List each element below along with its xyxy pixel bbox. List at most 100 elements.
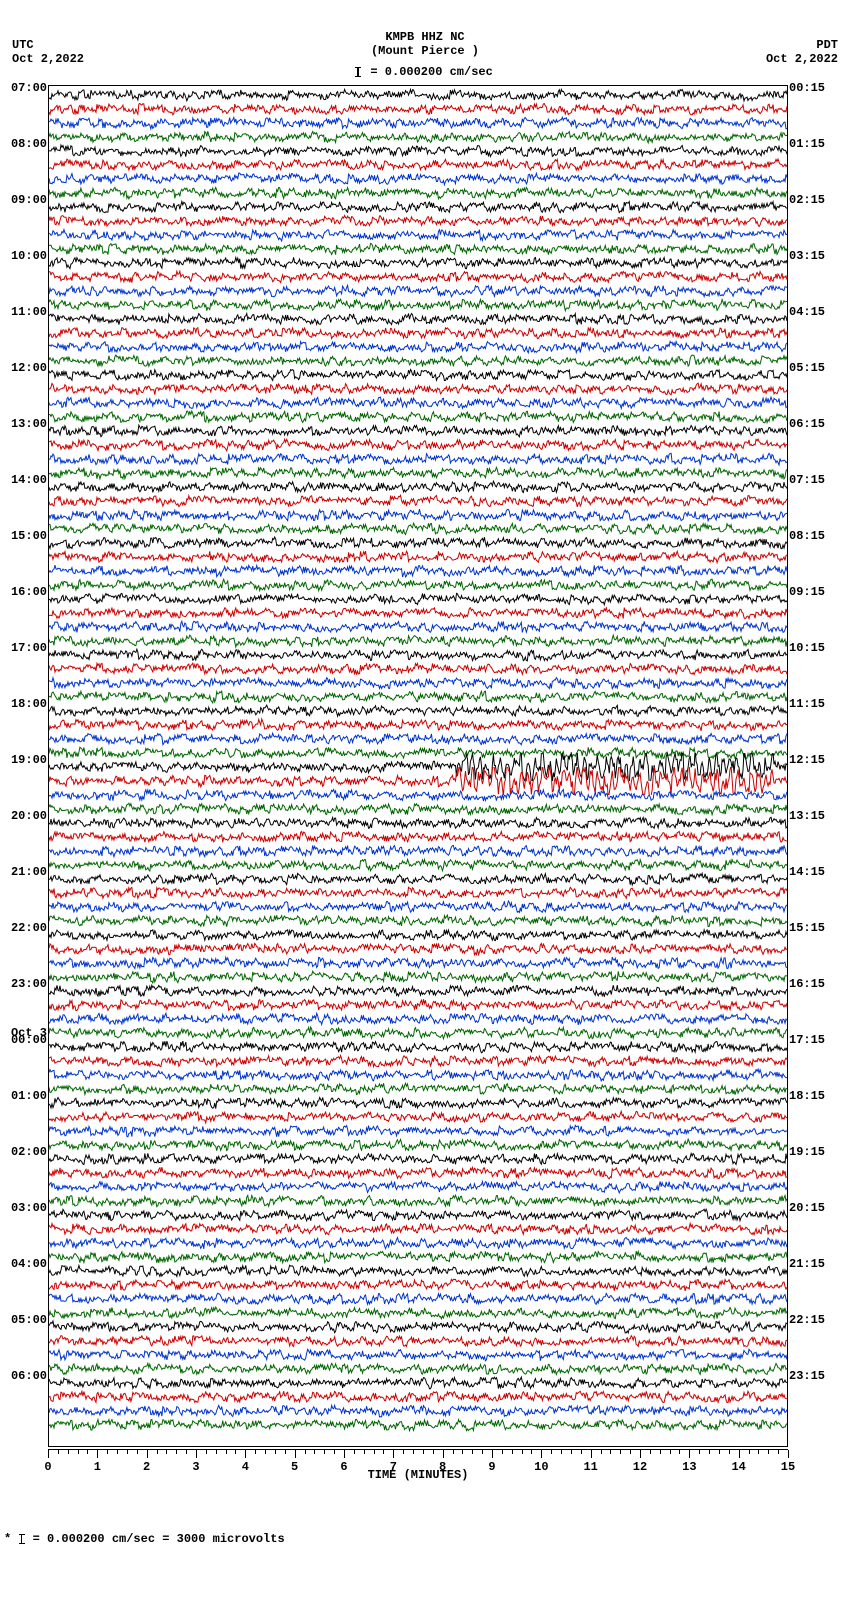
x-tick-minor — [383, 1450, 384, 1454]
x-tick-major — [48, 1450, 49, 1458]
x-tick-label: 10 — [534, 1460, 548, 1474]
x-tick-minor — [462, 1450, 463, 1454]
scale-bar-icon — [357, 67, 359, 77]
pdt-time-label: 04:15 — [787, 305, 825, 319]
x-tick-minor — [305, 1450, 306, 1454]
x-tick-label: 9 — [488, 1460, 495, 1474]
pdt-time-label: 17:15 — [787, 1033, 825, 1047]
x-tick-minor — [453, 1450, 454, 1454]
x-tick-minor — [650, 1450, 651, 1454]
seismogram-page: UTC Oct 2,2022 KMPB HHZ NC (Mount Pierce… — [0, 0, 850, 1546]
utc-time-label: 13:00 — [11, 417, 49, 431]
footer-scale: * = 0.000200 cm/sec = 3000 microvolts — [4, 1532, 850, 1546]
header-right: PDT Oct 2,2022 — [766, 38, 838, 66]
top-scale-text: = 0.000200 cm/sec — [363, 65, 493, 79]
x-tick-label: 8 — [439, 1460, 446, 1474]
x-tick-minor — [472, 1450, 473, 1454]
pdt-time-label: 05:15 — [787, 361, 825, 375]
utc-time-label: 17:00 — [11, 641, 49, 655]
x-tick-minor — [137, 1450, 138, 1454]
x-tick-minor — [285, 1450, 286, 1454]
x-tick-minor — [758, 1450, 759, 1454]
pdt-time-label: 01:15 — [787, 137, 825, 151]
header-center: KMPB HHZ NC (Mount Pierce ) — [0, 30, 850, 58]
x-tick-minor — [768, 1450, 769, 1454]
x-tick-major — [541, 1450, 542, 1458]
x-tick-label: 15 — [781, 1460, 795, 1474]
x-tick-label: 5 — [291, 1460, 298, 1474]
x-tick-major — [147, 1450, 148, 1458]
x-tick-major — [640, 1450, 641, 1458]
x-tick-label: 13 — [682, 1460, 696, 1474]
trace-row — [49, 1418, 787, 1432]
x-tick-major — [295, 1450, 296, 1458]
pdt-time-label: 11:15 — [787, 697, 825, 711]
x-tick-minor — [561, 1450, 562, 1454]
utc-time-label: 15:00 — [11, 529, 49, 543]
pdt-time-label: 02:15 — [787, 193, 825, 207]
x-tick-minor — [275, 1450, 276, 1454]
right-tz-label: PDT — [766, 38, 838, 52]
x-tick-minor — [324, 1450, 325, 1454]
x-tick-major — [443, 1450, 444, 1458]
utc-time-label: 07:00 — [11, 81, 49, 95]
x-tick-minor — [749, 1450, 750, 1454]
pdt-time-label: 15:15 — [787, 921, 825, 935]
x-tick-label: 0 — [44, 1460, 51, 1474]
x-tick-minor — [374, 1450, 375, 1454]
utc-date-label: Oct 3 — [11, 1026, 49, 1040]
x-tick-major — [393, 1450, 394, 1458]
x-tick-minor — [679, 1450, 680, 1454]
x-tick-label: 1 — [94, 1460, 101, 1474]
utc-time-label: 01:00 — [11, 1089, 49, 1103]
x-tick-minor — [127, 1450, 128, 1454]
x-tick-minor — [255, 1450, 256, 1454]
pdt-time-label: 18:15 — [787, 1089, 825, 1103]
x-tick-minor — [778, 1450, 779, 1454]
x-tick-label: 2 — [143, 1460, 150, 1474]
utc-time-label: 19:00 — [11, 753, 49, 767]
pdt-time-label: 22:15 — [787, 1313, 825, 1327]
utc-time-label: 18:00 — [11, 697, 49, 711]
utc-time-label: 11:00 — [11, 305, 49, 319]
x-tick-label: 4 — [242, 1460, 249, 1474]
x-tick-major — [739, 1450, 740, 1458]
x-tick-minor — [709, 1450, 710, 1454]
top-scale: = 0.000200 cm/sec — [0, 65, 850, 79]
utc-time-label: 02:00 — [11, 1145, 49, 1159]
header: UTC Oct 2,2022 KMPB HHZ NC (Mount Pierce… — [0, 0, 850, 80]
x-tick-label: 3 — [192, 1460, 199, 1474]
x-tick-minor — [186, 1450, 187, 1454]
utc-time-label: 06:00 — [11, 1369, 49, 1383]
x-tick-major — [245, 1450, 246, 1458]
x-tick-major — [492, 1450, 493, 1458]
utc-time-label: 08:00 — [11, 137, 49, 151]
x-tick-label: 14 — [731, 1460, 745, 1474]
pdt-time-label: 07:15 — [787, 473, 825, 487]
x-tick-minor — [314, 1450, 315, 1454]
station-id: KMPB HHZ NC — [0, 30, 850, 44]
x-tick-major — [97, 1450, 98, 1458]
pdt-time-label: 20:15 — [787, 1201, 825, 1215]
x-tick-minor — [403, 1450, 404, 1454]
station-name: (Mount Pierce ) — [0, 44, 850, 58]
x-tick-minor — [581, 1450, 582, 1454]
x-tick-minor — [265, 1450, 266, 1454]
x-tick-minor — [87, 1450, 88, 1454]
utc-time-label: 10:00 — [11, 249, 49, 263]
x-tick-minor — [58, 1450, 59, 1454]
pdt-time-label: 21:15 — [787, 1257, 825, 1271]
x-tick-minor — [78, 1450, 79, 1454]
utc-time-label: 03:00 — [11, 1201, 49, 1215]
x-tick-label: 11 — [583, 1460, 597, 1474]
pdt-time-label: 19:15 — [787, 1145, 825, 1159]
pdt-time-label: 00:15 — [787, 81, 825, 95]
x-axis: 0123456789101112131415 TIME (MINUTES) — [48, 1449, 788, 1482]
x-axis-title: TIME (MINUTES) — [48, 1468, 788, 1482]
x-tick-minor — [206, 1450, 207, 1454]
x-tick-minor — [176, 1450, 177, 1454]
x-tick-minor — [620, 1450, 621, 1454]
x-tick-label: 6 — [340, 1460, 347, 1474]
utc-time-label: 22:00 — [11, 921, 49, 935]
x-tick-minor — [522, 1450, 523, 1454]
